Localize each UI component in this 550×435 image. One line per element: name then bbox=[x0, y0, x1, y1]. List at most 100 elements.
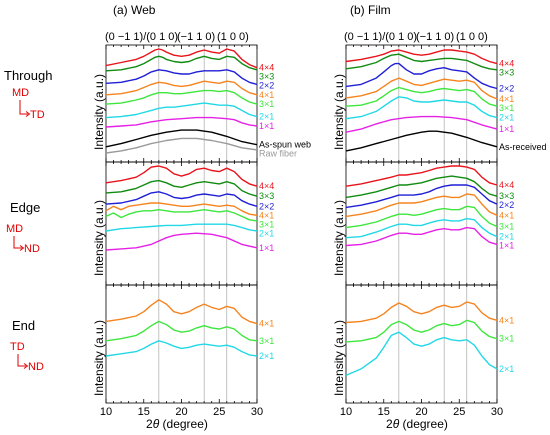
series-label: 2×2 bbox=[499, 84, 514, 94]
series-label: As-received bbox=[499, 142, 547, 152]
panel-title-film: (b) Film bbox=[350, 3, 391, 17]
y-axis-label-web-edge: Intensity (a.u.) bbox=[92, 200, 106, 276]
x-tick-label: 25 bbox=[453, 406, 465, 418]
series-label: 2×1 bbox=[259, 112, 274, 122]
series-label: 2×1 bbox=[259, 228, 274, 238]
series-label: 4×1 bbox=[499, 94, 514, 104]
x-axis-label-web: 2θ (degree) bbox=[146, 417, 208, 431]
series-line bbox=[105, 340, 258, 357]
series-line bbox=[105, 209, 258, 222]
series-label: 2×1 bbox=[499, 364, 514, 374]
series-line bbox=[105, 179, 258, 197]
series-label: 3×3 bbox=[499, 191, 514, 201]
series-label: 2×2 bbox=[259, 81, 274, 91]
series-line bbox=[105, 299, 258, 325]
peak-label-100-web: (1 0 0) bbox=[217, 31, 249, 43]
series-line bbox=[345, 130, 498, 152]
series-line bbox=[345, 96, 498, 120]
panel-frame bbox=[345, 284, 498, 404]
series-label: 2×1 bbox=[499, 113, 514, 123]
series-label: 2×2 bbox=[499, 200, 514, 210]
row-label-edge: Edge MD ND bbox=[6, 200, 40, 255]
x-tick-label: 10 bbox=[340, 406, 352, 418]
series-label: As-spun web bbox=[259, 140, 311, 150]
peak-label-100-film: (1 0 0) bbox=[456, 31, 488, 43]
series-label: 2×1 bbox=[499, 232, 514, 242]
x-tick-label: 25 bbox=[213, 406, 225, 418]
direction-label-up: TD bbox=[10, 341, 25, 353]
series-label: 3×1 bbox=[499, 103, 514, 113]
direction-label-up: MD bbox=[6, 223, 23, 235]
series-label: 4×1 bbox=[259, 90, 274, 100]
row-title-end: End bbox=[12, 318, 35, 333]
series-line bbox=[105, 320, 258, 342]
series-label: 1×1 bbox=[499, 241, 514, 251]
peak-label-110-film: (−1 1 0) bbox=[416, 31, 454, 43]
series-line bbox=[105, 129, 258, 148]
series-line bbox=[105, 223, 258, 232]
peak-label-010-film: (0 −1 1)/(0 1 0) bbox=[344, 31, 417, 43]
series-label: 4×1 bbox=[259, 319, 274, 329]
series-line bbox=[105, 116, 258, 128]
series-label: 3×1 bbox=[259, 219, 274, 229]
x-tick-label: 30 bbox=[251, 406, 263, 418]
series-line bbox=[345, 301, 498, 324]
series-line bbox=[105, 137, 258, 154]
series-line bbox=[345, 77, 498, 100]
series-line bbox=[345, 53, 498, 71]
y-axis-label-film-edge: Intensity (a.u.) bbox=[332, 200, 346, 276]
row-label-through: Through MD TD bbox=[4, 68, 52, 121]
series-line bbox=[105, 102, 258, 119]
row-label-end: End TD ND bbox=[10, 318, 44, 373]
series-label: 2×1 bbox=[259, 351, 274, 361]
chart-panel: 10 15 20 25 30 4×1 3×1 2×1 bbox=[340, 284, 514, 418]
series-line bbox=[105, 80, 258, 96]
series-label: 3×3 bbox=[259, 191, 274, 201]
y-axis-label-film-end: Intensity (a.u.) bbox=[332, 320, 346, 396]
series-label: 3×3 bbox=[499, 68, 514, 78]
peak-label-110-web: (−1 1 0) bbox=[177, 31, 215, 43]
row-title-through: Through bbox=[4, 68, 52, 83]
x-tick-label: 20 bbox=[415, 406, 427, 418]
series-line bbox=[345, 319, 498, 343]
series-label: 4×1 bbox=[499, 210, 514, 220]
direction-arrow-icon bbox=[17, 354, 26, 367]
series-label: 4×4 bbox=[259, 63, 274, 73]
series-line bbox=[345, 86, 498, 107]
series-label: 2×2 bbox=[259, 201, 274, 211]
x-tick-label: 15 bbox=[378, 406, 390, 418]
series-line bbox=[105, 232, 258, 251]
peak-labels-film: (0 −1 1)/(0 1 0) (−1 1 0) (1 0 0) bbox=[344, 31, 488, 43]
series-line bbox=[105, 165, 258, 187]
series-label: 3×1 bbox=[259, 99, 274, 109]
peak-labels-web: (0 −1 1)/(0 1 0) (−1 1 0) (1 0 0) bbox=[105, 31, 249, 43]
series-line bbox=[105, 89, 258, 105]
direction-label-right: ND bbox=[24, 243, 40, 255]
chart-panel: 4×43×32×24×13×12×11×1 bbox=[105, 161, 274, 286]
series-label: 1×1 bbox=[499, 124, 514, 134]
series-label: 4×4 bbox=[499, 59, 514, 69]
x-tick-label: 10 bbox=[100, 406, 112, 418]
series-line bbox=[345, 217, 498, 239]
series-label: 1×1 bbox=[259, 243, 274, 253]
direction-label-right: ND bbox=[28, 361, 44, 373]
y-axis-label-film-through: Intensity (a.u.) bbox=[332, 74, 346, 150]
series-line bbox=[345, 62, 498, 90]
panel-frame bbox=[105, 161, 258, 286]
x-axis-label-film: 2θ (degree) bbox=[386, 417, 448, 431]
y-axis-label-web-end: Intensity (a.u.) bbox=[92, 320, 106, 396]
series-line bbox=[345, 331, 498, 377]
panel-frame bbox=[105, 284, 258, 404]
series-label: 3×1 bbox=[499, 221, 514, 231]
panel-title-web: (a) Web bbox=[113, 3, 156, 17]
series-line bbox=[345, 226, 498, 247]
series-line bbox=[345, 193, 498, 218]
direction-label-right: TD bbox=[30, 109, 45, 121]
direction-arrow-icon bbox=[19, 100, 28, 115]
chart-panel: 4×43×32×24×13×12×11×1 bbox=[345, 161, 514, 286]
series-label: 1×1 bbox=[259, 121, 274, 131]
series-line bbox=[345, 165, 498, 187]
